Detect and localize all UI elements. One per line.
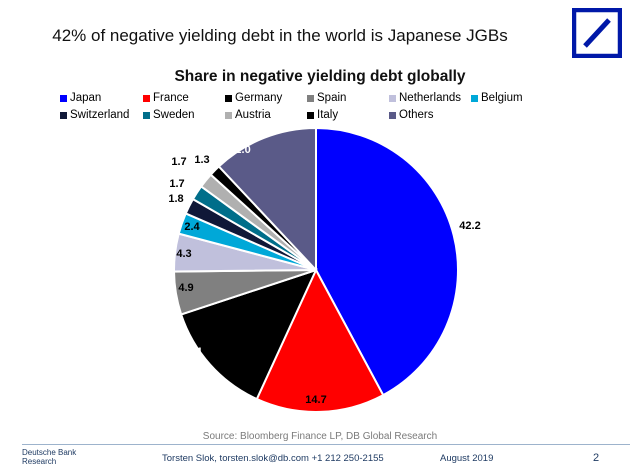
chart-legend: Japan France Germany Spain Netherlands B… xyxy=(60,90,640,124)
legend-item-switzerland: Switzerland xyxy=(60,107,143,124)
pie-slice-germany xyxy=(179,268,318,401)
legend-item-germany: Germany xyxy=(225,90,307,107)
legend-label: Belgium xyxy=(481,92,523,104)
data-label-austria: 1.7 xyxy=(171,156,186,168)
legend-label: Others xyxy=(399,109,434,121)
data-label-germany: 13.1 xyxy=(181,346,202,358)
legend-swatch xyxy=(225,112,232,119)
data-label-japan: 42.2 xyxy=(459,220,480,232)
legend-label: Japan xyxy=(70,92,102,104)
legend-swatch xyxy=(471,95,478,102)
footer-divider xyxy=(22,444,630,445)
pie-slice-japan xyxy=(315,126,459,397)
pie-slice-sweden xyxy=(191,185,317,271)
legend-label: Sweden xyxy=(153,109,195,121)
legend-swatch xyxy=(143,112,150,119)
data-label-italy: 1.3 xyxy=(194,154,209,166)
pie-slice-netherlands xyxy=(173,232,317,273)
legend-swatch xyxy=(225,95,232,102)
deutsche-bank-logo-icon xyxy=(572,8,622,58)
legend-item-france: France xyxy=(143,90,225,107)
legend-item-italy: Italy xyxy=(307,107,389,124)
footer-contact: Torsten Slok, torsten.slok@db.com +1 212… xyxy=(162,453,384,464)
legend-swatch xyxy=(307,112,314,119)
legend-label: Germany xyxy=(235,92,283,104)
footer-date: August 2019 xyxy=(440,453,494,464)
footer-brand-line2: Research xyxy=(22,457,57,466)
pie-slice-austria xyxy=(199,173,317,271)
legend-swatch xyxy=(143,95,150,102)
legend-row-1: Japan France Germany Spain Netherlands B… xyxy=(60,90,640,107)
pie-slice-switzerland xyxy=(184,197,317,271)
legend-item-netherlands: Netherlands xyxy=(389,90,471,107)
legend-swatch xyxy=(307,95,314,102)
slide-title: 42% of negative yielding debt in the wor… xyxy=(52,26,508,45)
source-note: Source: Bloomberg Finance LP, DB Global … xyxy=(202,431,438,442)
data-label-netherlands: 4.3 xyxy=(176,248,191,260)
legend-label: France xyxy=(153,92,189,104)
data-label-belgium: 2.4 xyxy=(184,221,200,233)
legend-label: Italy xyxy=(317,109,339,121)
footer-brand: Deutsche Bank Research xyxy=(22,448,76,466)
legend-label: Spain xyxy=(317,92,347,104)
pie-slice-spain xyxy=(172,269,317,316)
data-label-spain: 4.9 xyxy=(178,282,193,294)
legend-swatch xyxy=(60,95,67,102)
legend-swatch xyxy=(389,95,396,102)
footer-brand-line1: Deutsche Bank xyxy=(22,448,77,457)
legend-label: Austria xyxy=(235,109,271,121)
legend-item-belgium: Belgium xyxy=(471,90,523,107)
pie-slice-france xyxy=(255,267,385,413)
legend-item-austria: Austria xyxy=(225,107,307,124)
legend-item-sweden: Sweden xyxy=(143,107,225,124)
page-number: 2 xyxy=(593,452,600,464)
legend-label: Switzerland xyxy=(70,109,130,121)
data-label-others: 12.0 xyxy=(229,144,250,156)
data-label-sweden: 1.7 xyxy=(169,178,184,190)
legend-label: Netherlands xyxy=(399,92,462,104)
legend-item-others: Others xyxy=(389,107,434,124)
legend-row-2: Switzerland Sweden Austria Italy Others xyxy=(60,107,640,124)
legend-item-spain: Spain xyxy=(307,90,389,107)
pie-slice-italy xyxy=(209,164,317,271)
legend-swatch xyxy=(60,112,67,119)
legend-item-japan: Japan xyxy=(60,90,143,107)
data-label-france: 14.7 xyxy=(305,394,326,406)
pie-slice-belgium xyxy=(177,212,317,271)
chart-title: Share in negative yielding debt globally xyxy=(174,68,466,85)
legend-swatch xyxy=(389,112,396,119)
pie-slice-others xyxy=(217,126,317,273)
data-label-switzerland: 1.8 xyxy=(168,193,183,205)
